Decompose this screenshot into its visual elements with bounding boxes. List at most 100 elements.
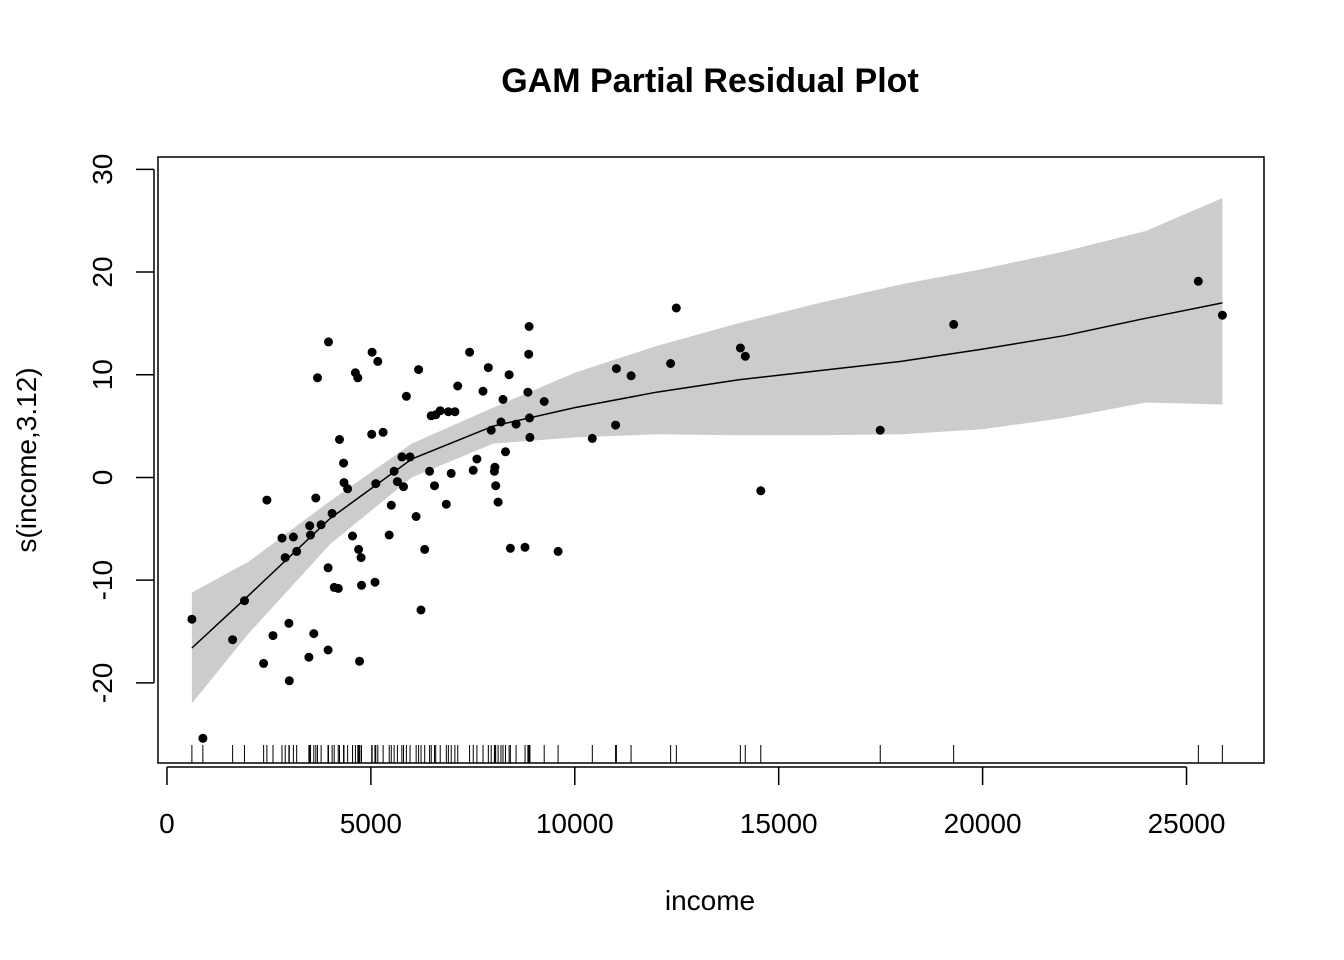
data-point [323, 645, 333, 655]
data-point [259, 658, 269, 668]
data-point [416, 605, 426, 615]
data-point [443, 407, 453, 417]
chart-title: GAM Partial Residual Plot [501, 62, 919, 100]
x-tick-label: 10000 [536, 808, 614, 839]
data-point [441, 499, 451, 509]
data-point [313, 373, 322, 383]
data-point [525, 413, 534, 423]
data-point [511, 419, 521, 429]
x-tick-label: 25000 [1148, 808, 1226, 839]
data-point [354, 544, 364, 554]
data-point [348, 531, 357, 541]
data-point [425, 466, 435, 476]
x-tick-label: 0 [159, 808, 175, 839]
data-point [468, 465, 478, 475]
residual-points [187, 276, 1227, 743]
data-point [496, 417, 506, 427]
data-point [323, 563, 333, 573]
data-point [339, 458, 349, 468]
data-point [333, 583, 343, 593]
confidence-band-area [191, 198, 1223, 704]
data-point [1217, 310, 1227, 320]
data-point [524, 322, 534, 331]
y-tick-label: 20 [87, 256, 118, 287]
data-point [587, 433, 597, 443]
data-point [268, 631, 278, 641]
data-point [389, 466, 399, 476]
data-point [327, 508, 337, 518]
x-axis: 0 5000 10000 15000 20000 25000 [159, 766, 1226, 839]
data-point [370, 577, 380, 587]
data-point [240, 596, 249, 606]
data-point [262, 495, 272, 505]
x-tick-label: 15000 [740, 808, 818, 839]
data-point [392, 477, 402, 487]
data-point [309, 629, 319, 639]
data-point [483, 363, 493, 373]
y-axis-label: s(income,3.12) [11, 367, 42, 552]
data-point [525, 432, 535, 442]
data-point [524, 349, 534, 359]
data-point [756, 486, 766, 496]
y-tick-label: -20 [87, 663, 118, 703]
data-point [453, 381, 463, 391]
data-point [465, 347, 475, 357]
data-point [316, 520, 326, 530]
x-tick-label: 20000 [944, 808, 1022, 839]
data-point [626, 371, 636, 381]
data-point [401, 391, 411, 401]
data-point [288, 532, 298, 542]
data-point [430, 481, 439, 491]
data-point [357, 580, 366, 590]
data-point [520, 542, 530, 552]
data-point [198, 733, 208, 743]
smooth-curve-layer [191, 302, 1223, 649]
data-point [666, 359, 676, 368]
data-point [435, 406, 445, 416]
data-point [611, 420, 621, 430]
y-tick-label: 30 [87, 154, 118, 185]
data-point [405, 452, 415, 462]
data-point [523, 387, 533, 397]
data-point [367, 347, 377, 357]
data-point [491, 481, 501, 491]
data-point [490, 462, 500, 472]
data-point [280, 553, 290, 563]
confidence-band [191, 198, 1223, 704]
data-point [371, 479, 381, 489]
data-point [353, 373, 363, 383]
y-tick-label: -10 [87, 560, 118, 600]
data-point [304, 652, 314, 662]
data-point [305, 521, 315, 531]
data-point [343, 484, 353, 494]
data-point [292, 546, 302, 556]
data-point [306, 530, 315, 540]
data-point [539, 397, 549, 406]
data-point [553, 546, 563, 556]
data-point [335, 435, 344, 444]
data-point [399, 482, 408, 492]
data-point [355, 656, 364, 666]
data-point [367, 429, 377, 439]
data-point [486, 425, 496, 435]
x-axis-label: income [665, 885, 755, 916]
data-point [735, 343, 745, 353]
data-point [187, 614, 197, 624]
rug-ticks [191, 745, 1223, 763]
data-point [505, 543, 515, 553]
data-point [386, 500, 396, 510]
data-point [284, 676, 294, 686]
data-point [671, 303, 681, 313]
data-point [414, 365, 424, 375]
data-point [384, 530, 394, 540]
smooth-fit-line [191, 302, 1223, 649]
x-tick-label: 5000 [340, 808, 402, 839]
data-point [504, 370, 514, 380]
data-point [420, 544, 430, 554]
data-point [446, 468, 456, 478]
data-point [284, 618, 294, 628]
data-point [450, 407, 460, 417]
data-point [875, 425, 885, 435]
data-point [472, 454, 482, 464]
